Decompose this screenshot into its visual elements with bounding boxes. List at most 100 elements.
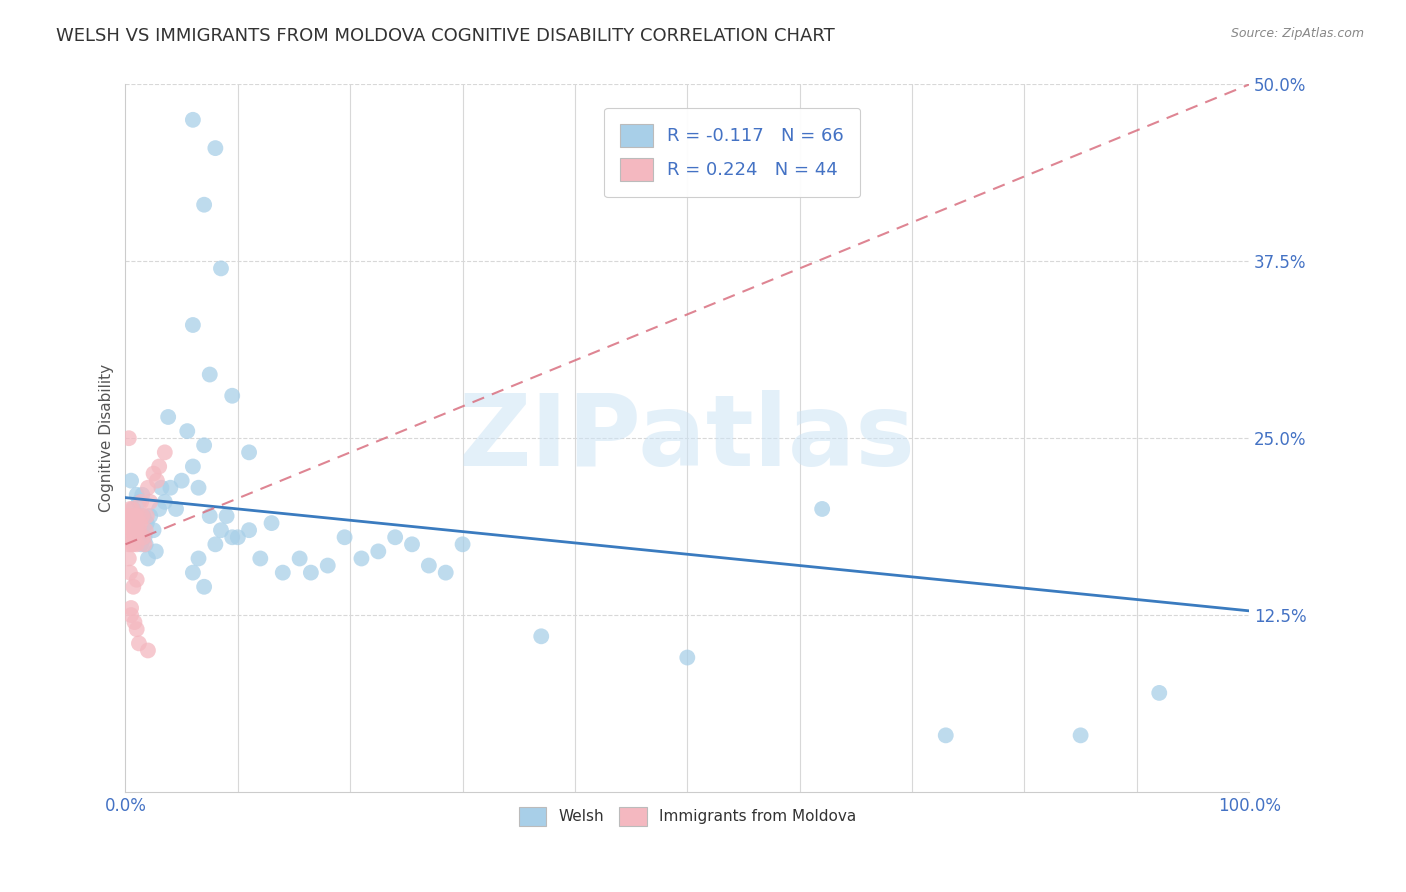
Point xyxy=(288,551,311,566)
Point xyxy=(136,643,159,657)
Point xyxy=(122,537,145,551)
Point xyxy=(124,523,146,537)
Point xyxy=(530,629,553,643)
Point xyxy=(118,566,141,580)
Point xyxy=(124,509,146,524)
Point xyxy=(176,424,198,438)
Point xyxy=(124,615,146,629)
Point xyxy=(122,502,145,516)
Point xyxy=(125,488,148,502)
Point xyxy=(146,474,169,488)
Point xyxy=(120,537,142,551)
Point xyxy=(134,537,156,551)
Point xyxy=(129,495,152,509)
Point xyxy=(350,551,373,566)
Point xyxy=(418,558,440,573)
Point xyxy=(135,523,157,537)
Point xyxy=(125,537,148,551)
Point xyxy=(193,438,215,452)
Point xyxy=(132,530,155,544)
Point xyxy=(935,728,957,742)
Point xyxy=(125,573,148,587)
Point xyxy=(124,509,146,524)
Point xyxy=(118,537,141,551)
Point xyxy=(181,318,204,332)
Point xyxy=(333,530,356,544)
Point xyxy=(120,601,142,615)
Point xyxy=(150,481,173,495)
Point xyxy=(181,459,204,474)
Point xyxy=(136,551,159,566)
Point xyxy=(120,509,142,524)
Point xyxy=(118,551,141,566)
Point xyxy=(118,523,141,537)
Point xyxy=(153,495,176,509)
Point xyxy=(129,537,152,551)
Point xyxy=(384,530,406,544)
Point xyxy=(811,502,834,516)
Point xyxy=(316,558,339,573)
Point xyxy=(187,481,209,495)
Point xyxy=(120,474,142,488)
Legend: Welsh, Immigrants from Moldova: Welsh, Immigrants from Moldova xyxy=(510,799,863,834)
Point xyxy=(142,523,165,537)
Point xyxy=(221,530,243,544)
Point xyxy=(434,566,457,580)
Point xyxy=(676,650,699,665)
Point xyxy=(128,523,150,537)
Point xyxy=(367,544,389,558)
Point xyxy=(131,509,153,524)
Text: ZIPatlas: ZIPatlas xyxy=(458,390,915,487)
Point xyxy=(135,516,157,530)
Point xyxy=(271,566,294,580)
Point xyxy=(1149,686,1171,700)
Point xyxy=(260,516,283,530)
Point xyxy=(128,636,150,650)
Point xyxy=(128,495,150,509)
Point xyxy=(125,622,148,636)
Point xyxy=(120,608,142,623)
Point xyxy=(136,481,159,495)
Point xyxy=(181,566,204,580)
Y-axis label: Cognitive Disability: Cognitive Disability xyxy=(100,364,114,512)
Point xyxy=(132,509,155,524)
Point xyxy=(129,530,152,544)
Point xyxy=(1070,728,1092,742)
Point xyxy=(193,198,215,212)
Point xyxy=(165,502,187,516)
Point xyxy=(115,509,138,524)
Point xyxy=(131,488,153,502)
Point xyxy=(198,509,221,524)
Point xyxy=(127,509,149,524)
Point xyxy=(153,445,176,459)
Point xyxy=(187,551,209,566)
Point xyxy=(139,495,162,509)
Point xyxy=(299,566,322,580)
Point xyxy=(181,112,204,127)
Point xyxy=(193,580,215,594)
Point xyxy=(209,261,232,276)
Point xyxy=(127,523,149,537)
Point xyxy=(238,523,260,537)
Point xyxy=(124,509,146,524)
Point xyxy=(122,516,145,530)
Point xyxy=(118,431,141,445)
Point xyxy=(121,502,143,516)
Point xyxy=(401,537,423,551)
Point xyxy=(129,516,152,530)
Point xyxy=(145,544,167,558)
Point xyxy=(204,141,226,155)
Point xyxy=(170,474,193,488)
Text: Source: ZipAtlas.com: Source: ZipAtlas.com xyxy=(1230,27,1364,40)
Point xyxy=(125,516,148,530)
Point xyxy=(135,509,157,524)
Point xyxy=(157,409,180,424)
Point xyxy=(118,509,141,524)
Point xyxy=(238,445,260,459)
Point xyxy=(121,523,143,537)
Point xyxy=(124,530,146,544)
Point xyxy=(118,502,141,516)
Point xyxy=(249,551,271,566)
Point xyxy=(209,523,232,537)
Point xyxy=(451,537,474,551)
